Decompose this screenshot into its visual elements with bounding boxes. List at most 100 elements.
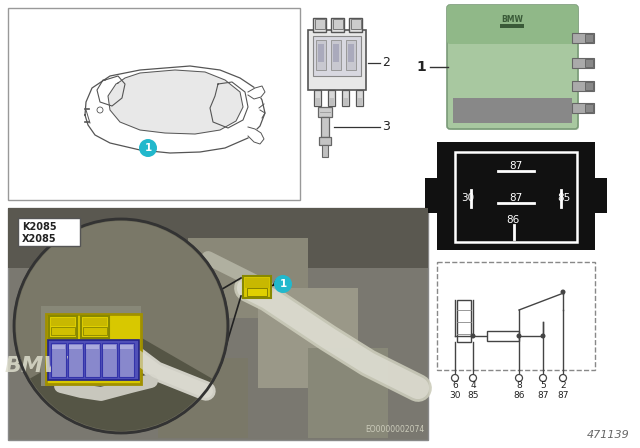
Bar xyxy=(308,30,366,90)
Bar xyxy=(103,345,116,349)
Text: 2: 2 xyxy=(560,382,566,391)
Circle shape xyxy=(559,375,566,382)
Circle shape xyxy=(451,375,458,382)
Circle shape xyxy=(97,107,103,113)
Circle shape xyxy=(561,289,566,294)
Polygon shape xyxy=(85,66,265,153)
Bar xyxy=(46,314,141,384)
Bar xyxy=(315,98,320,106)
Bar xyxy=(453,98,572,123)
Text: BMW: BMW xyxy=(501,16,523,25)
Text: 85: 85 xyxy=(557,193,571,203)
Bar xyxy=(331,18,344,32)
Bar xyxy=(8,208,428,268)
Circle shape xyxy=(516,333,522,339)
Circle shape xyxy=(139,139,157,157)
Text: 3: 3 xyxy=(382,121,390,134)
Bar xyxy=(188,238,308,318)
Bar xyxy=(308,348,388,438)
Bar xyxy=(572,103,594,113)
Text: BMW: BMW xyxy=(4,356,68,376)
Text: 2: 2 xyxy=(382,56,390,69)
Bar xyxy=(119,343,134,377)
Bar xyxy=(572,33,594,43)
FancyBboxPatch shape xyxy=(447,5,578,44)
Text: 86: 86 xyxy=(506,215,520,225)
Circle shape xyxy=(16,221,226,431)
Bar xyxy=(258,288,358,388)
Bar xyxy=(319,137,331,145)
Text: 87: 87 xyxy=(557,392,569,401)
Bar xyxy=(346,40,356,70)
Bar xyxy=(572,81,594,91)
FancyBboxPatch shape xyxy=(451,9,579,130)
Bar xyxy=(487,331,519,341)
Bar xyxy=(245,278,269,288)
Wedge shape xyxy=(30,326,212,431)
Text: 8: 8 xyxy=(516,382,522,391)
Bar xyxy=(69,345,82,349)
Bar xyxy=(52,345,65,349)
Text: 30: 30 xyxy=(449,392,461,401)
Bar xyxy=(453,11,572,41)
Bar xyxy=(457,300,471,342)
Bar xyxy=(357,98,362,106)
Bar xyxy=(425,178,439,213)
Bar xyxy=(572,58,594,68)
Bar xyxy=(51,327,75,335)
Text: 471139: 471139 xyxy=(588,430,630,440)
Text: 5: 5 xyxy=(540,382,546,391)
Bar xyxy=(316,40,326,70)
Bar xyxy=(86,345,99,349)
Circle shape xyxy=(274,275,292,293)
Bar xyxy=(8,208,428,440)
Bar xyxy=(455,152,577,242)
Bar xyxy=(8,8,300,200)
Bar xyxy=(437,262,595,370)
Circle shape xyxy=(470,375,477,382)
Bar xyxy=(593,178,607,213)
Bar xyxy=(585,59,593,67)
Text: 87: 87 xyxy=(537,392,548,401)
Text: 1: 1 xyxy=(416,60,426,74)
Bar xyxy=(318,44,324,62)
Polygon shape xyxy=(248,127,264,144)
Bar xyxy=(158,358,248,438)
Bar xyxy=(120,345,133,349)
Bar xyxy=(102,343,117,377)
Text: X2085: X2085 xyxy=(22,234,56,244)
Text: EO0000002074: EO0000002074 xyxy=(365,425,424,434)
Bar xyxy=(313,36,361,76)
Bar xyxy=(437,142,595,250)
Bar xyxy=(314,90,321,106)
Bar xyxy=(329,98,334,106)
Text: 1: 1 xyxy=(145,143,152,153)
Polygon shape xyxy=(248,86,265,99)
Bar xyxy=(331,40,341,70)
Circle shape xyxy=(14,219,228,433)
Bar xyxy=(247,288,267,296)
Bar xyxy=(585,82,593,90)
Text: 4: 4 xyxy=(470,382,476,391)
Text: 87: 87 xyxy=(509,193,523,203)
Circle shape xyxy=(541,333,545,339)
Bar xyxy=(333,44,339,62)
Bar xyxy=(348,44,354,62)
Bar xyxy=(585,34,593,42)
Text: 85: 85 xyxy=(467,392,479,401)
Text: 6: 6 xyxy=(452,382,458,391)
Circle shape xyxy=(470,333,476,339)
Text: 1: 1 xyxy=(280,279,287,289)
Bar xyxy=(313,18,326,32)
Bar xyxy=(321,117,329,137)
Bar xyxy=(18,218,80,246)
Bar xyxy=(41,306,141,386)
Bar xyxy=(351,20,360,30)
Bar xyxy=(51,343,66,377)
Bar xyxy=(49,316,77,338)
Bar xyxy=(349,18,362,32)
Text: 87: 87 xyxy=(509,161,523,171)
Bar xyxy=(68,343,83,377)
Bar xyxy=(342,90,349,106)
Bar xyxy=(81,316,109,338)
